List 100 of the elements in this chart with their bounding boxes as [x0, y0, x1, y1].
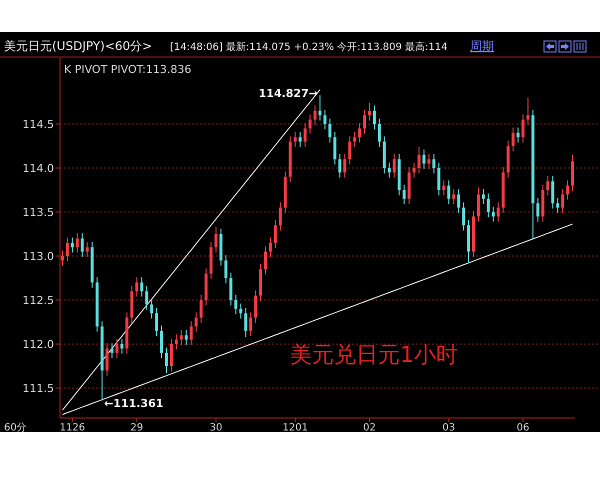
- candlestick: [447, 180, 450, 205]
- candlestick: [551, 175, 554, 210]
- chart-title: 美元日元(USDJPY)<60分>: [4, 39, 152, 53]
- annotation: K PIVOT PIVOT:113.836: [64, 63, 192, 76]
- x-tick-label: 29: [130, 422, 144, 434]
- chart-subtitle: [14:48:06] 最新:114.075 +0.23% 今开:113.809 最高:114: [170, 41, 448, 53]
- candlestick: [427, 153, 430, 170]
- candlestick: [372, 105, 376, 130]
- candlestick: [308, 114, 312, 134]
- candlestick: [224, 254, 228, 284]
- candlestick: [314, 105, 317, 126]
- candlestick: [338, 153, 342, 178]
- candlestick: [462, 202, 466, 232]
- candlestick: [234, 294, 238, 315]
- candlestick: [160, 325, 163, 359]
- candlestick: [353, 131, 356, 148]
- candlestick: [437, 162, 440, 196]
- candlestick: [174, 334, 178, 350]
- x-tick-label: 30: [210, 422, 222, 434]
- candlestick: [214, 226, 218, 254]
- candlestick: [486, 193, 490, 218]
- annotation: 美元兑日元1小时: [290, 343, 458, 368]
- annotation: 114.827→: [258, 87, 318, 100]
- candlestick: [432, 153, 436, 174]
- line-series: [62, 224, 574, 415]
- candlestick: [333, 131, 336, 166]
- y-tick-label: 111.5: [22, 382, 54, 395]
- candlestick: [452, 188, 456, 205]
- candlestick: [368, 102, 371, 121]
- y-tick-label: 113.0: [22, 250, 54, 263]
- candlestick: [115, 338, 118, 359]
- x-tick-label: 06: [516, 422, 530, 434]
- candlestick: [363, 109, 366, 134]
- candlestick: [566, 180, 570, 200]
- candlestick: [249, 312, 252, 337]
- candlestick: [556, 197, 560, 214]
- candlestick: [422, 149, 426, 170]
- x-tick-label: 03: [442, 422, 456, 434]
- candlestick: [180, 329, 183, 346]
- annotation: ←111.361: [104, 397, 164, 410]
- candlestick: [76, 232, 79, 254]
- candlestick: [526, 97, 530, 126]
- candlestick: [561, 188, 564, 214]
- candlestick: [200, 294, 203, 324]
- candlestick: [388, 162, 391, 178]
- candlestick: [358, 122, 362, 143]
- candlestick: [482, 188, 485, 205]
- candlestick: [546, 175, 550, 196]
- candlestick: [140, 276, 144, 298]
- candlestick: [378, 118, 381, 148]
- candlestick: [164, 347, 168, 374]
- y-tick-label: 113.5: [22, 206, 54, 219]
- candlestick: [278, 202, 282, 232]
- candlestick: [536, 197, 540, 222]
- candlestick: [328, 118, 332, 143]
- candlestick: [516, 127, 520, 143]
- candlestick: [402, 184, 406, 205]
- candlestick: [294, 131, 297, 148]
- candlestick: [264, 246, 267, 276]
- candlestick: [145, 285, 148, 310]
- x-tick-label: 1126: [60, 422, 86, 434]
- candlestick: [66, 237, 69, 262]
- candlestick: [110, 342, 114, 359]
- candlestick: [304, 122, 307, 148]
- y-tick-label: 112.0: [22, 338, 54, 351]
- candlestick: [418, 146, 420, 174]
- y-tick-label: 114.0: [22, 162, 54, 175]
- candlestick: [476, 186, 480, 222]
- candlestick: [268, 237, 272, 258]
- candlestick: [120, 338, 124, 354]
- x-axis-title: 60分: [4, 422, 27, 434]
- candlestick: [229, 272, 232, 306]
- candlestick: [106, 342, 109, 376]
- x-tick-label: 1201: [282, 422, 308, 434]
- candlestick: [492, 206, 495, 222]
- text: 周期: [470, 39, 494, 53]
- candlestick: [244, 307, 248, 338]
- candlestick: [150, 298, 154, 320]
- candlestick: [184, 329, 188, 346]
- y-tick-label: 112.5: [22, 294, 54, 307]
- candlestick: [194, 312, 198, 332]
- candlestick: [70, 237, 74, 254]
- y-tick-label: 114.5: [22, 118, 54, 131]
- x-tick-label: 02: [363, 422, 376, 434]
- candlestick: [522, 114, 524, 143]
- candlestick: [298, 131, 302, 148]
- candlestick: [457, 188, 460, 214]
- candlestick: [60, 250, 64, 266]
- candlestick: [170, 338, 173, 372]
- candlestick: [318, 94, 322, 121]
- candlestick: [155, 307, 158, 337]
- candlestick: [442, 180, 446, 196]
- candlestick: [274, 219, 277, 249]
- candlestick: [190, 320, 193, 346]
- candlestick: [323, 109, 326, 130]
- candlestick: [512, 127, 515, 152]
- candlestick: [348, 136, 352, 166]
- candlestick: [80, 232, 84, 258]
- candlestick: [412, 162, 416, 178]
- candlestick: [254, 290, 258, 324]
